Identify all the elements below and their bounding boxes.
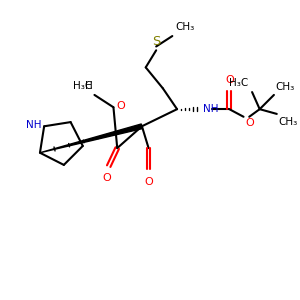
Text: O: O — [245, 118, 254, 128]
Text: H: H — [85, 81, 93, 91]
Text: S: S — [152, 35, 160, 48]
Text: H₃C: H₃C — [73, 81, 93, 91]
Text: NH: NH — [203, 104, 218, 114]
Polygon shape — [40, 124, 142, 153]
Text: CH₃: CH₃ — [276, 82, 295, 92]
Text: CH₃: CH₃ — [279, 117, 298, 127]
Text: CH₃: CH₃ — [175, 22, 194, 32]
Text: O: O — [102, 173, 111, 183]
Text: O: O — [116, 101, 125, 111]
Text: H₃C: H₃C — [229, 78, 248, 88]
Text: NH: NH — [26, 120, 41, 130]
Text: O: O — [144, 177, 153, 187]
Text: O: O — [225, 75, 234, 85]
